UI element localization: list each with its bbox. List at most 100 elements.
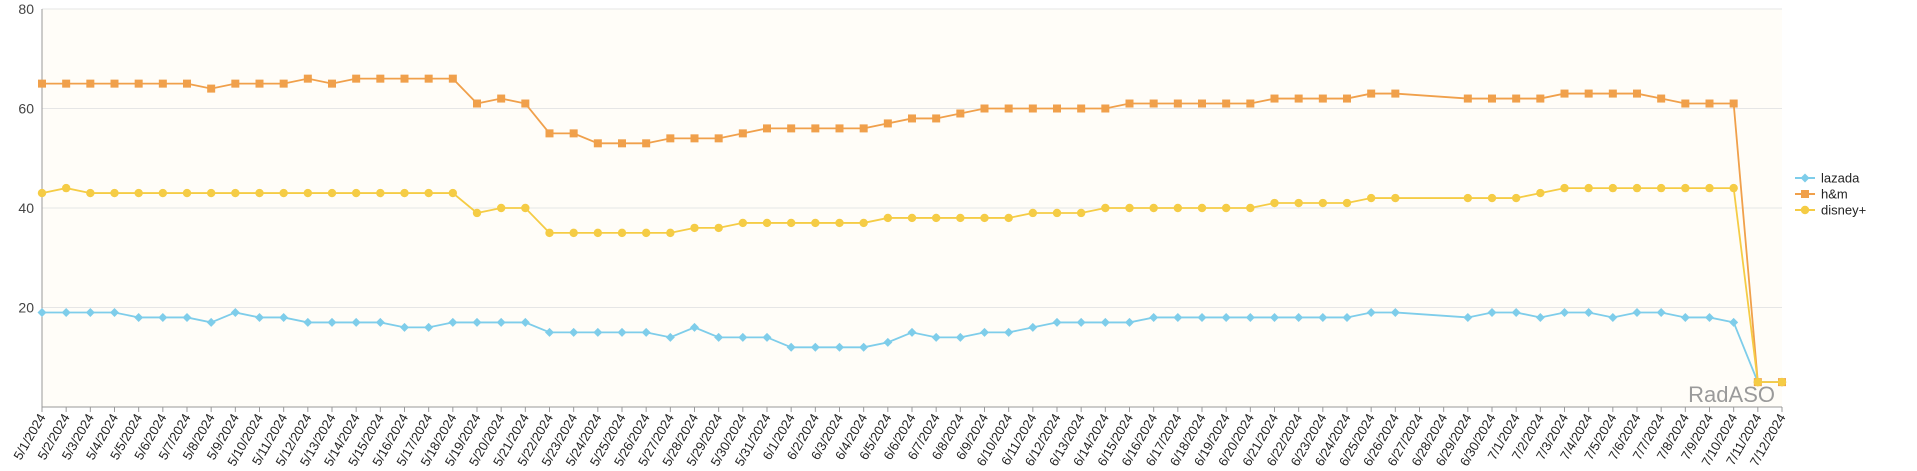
data-point-h-m xyxy=(642,139,651,148)
data-point-disney xyxy=(1366,193,1376,203)
data-point-disney xyxy=(1463,193,1473,203)
data-point-h-m xyxy=(448,74,457,83)
data-point-lazada xyxy=(931,332,941,342)
data-point-h-m xyxy=(110,79,119,88)
data-point-disney xyxy=(1246,203,1255,213)
data-point-h-m xyxy=(1053,104,1061,113)
data-point-h-m xyxy=(328,79,336,88)
legend-swatch-marker xyxy=(1801,190,1809,198)
data-point-lazada xyxy=(569,327,579,337)
data-point-h-m xyxy=(1343,94,1351,103)
data-point-lazada xyxy=(955,332,965,342)
data-point-lazada xyxy=(1125,317,1134,327)
data-point-disney xyxy=(1753,377,1763,387)
data-point-h-m xyxy=(1608,89,1617,98)
data-point-disney xyxy=(714,223,723,233)
data-point-lazada xyxy=(1342,312,1352,322)
data-point-lazada xyxy=(1729,317,1739,327)
data-point-disney xyxy=(1656,183,1666,193)
data-point-lazada xyxy=(835,342,844,352)
data-point-h-m xyxy=(1705,99,1714,108)
data-point-lazada xyxy=(665,332,675,342)
data-point-lazada xyxy=(400,322,409,332)
data-point-h-m xyxy=(1512,94,1521,103)
x-tick-labels: 5/1/20245/2/20245/3/20245/4/20245/5/2024… xyxy=(10,411,1788,469)
data-point-h-m xyxy=(255,79,264,88)
data-point-disney xyxy=(1125,203,1134,213)
data-point-lazada xyxy=(786,342,796,352)
data-point-disney xyxy=(1536,188,1545,198)
data-point-h-m xyxy=(908,114,916,123)
data-point-h-m xyxy=(932,114,941,123)
data-point-h-m xyxy=(738,129,747,138)
data-point-h-m xyxy=(787,124,796,133)
data-point-h-m xyxy=(303,74,312,83)
data-point-lazada xyxy=(1535,312,1545,322)
data-point-disney xyxy=(255,188,264,198)
series-lazada xyxy=(37,307,1787,387)
data-point-lazada xyxy=(617,327,627,337)
data-point-disney xyxy=(641,228,651,238)
data-point-disney xyxy=(400,188,409,198)
data-point-disney xyxy=(883,213,893,223)
data-point-lazada xyxy=(762,332,772,342)
data-point-lazada xyxy=(230,307,240,317)
data-point-h-m xyxy=(207,84,216,93)
data-point-h-m xyxy=(376,74,385,83)
data-point-disney xyxy=(1487,193,1497,203)
legend-label: lazada xyxy=(1821,171,1860,186)
data-point-disney xyxy=(158,188,168,198)
data-point-lazada xyxy=(1560,307,1569,317)
data-point-disney xyxy=(1608,183,1618,193)
data-point-lazada xyxy=(1149,312,1159,322)
data-point-h-m xyxy=(86,79,95,88)
data-point-disney xyxy=(376,188,385,198)
y-tick-label: 40 xyxy=(18,200,34,216)
data-point-disney xyxy=(545,228,554,238)
data-point-disney xyxy=(762,218,772,228)
data-point-disney xyxy=(1729,183,1738,193)
data-point-disney xyxy=(448,188,458,198)
data-point-h-m xyxy=(134,79,143,88)
data-point-h-m xyxy=(1318,94,1327,103)
data-point-lazada xyxy=(690,322,699,332)
data-point-disney xyxy=(1149,203,1158,213)
data-point-h-m xyxy=(1633,89,1641,98)
data-point-lazada xyxy=(1245,312,1255,322)
data-point-disney xyxy=(1511,193,1521,203)
data-point-lazada xyxy=(520,317,530,327)
data-point-h-m xyxy=(593,139,602,148)
data-point-lazada xyxy=(545,327,554,337)
data-point-disney xyxy=(666,228,675,238)
data-point-lazada xyxy=(85,307,95,317)
data-point-lazada xyxy=(738,332,748,342)
data-point-lazada xyxy=(424,322,434,332)
data-point-disney xyxy=(472,208,482,218)
data-point-disney xyxy=(496,203,506,213)
data-point-lazada xyxy=(1100,317,1110,327)
data-point-lazada xyxy=(1076,317,1086,327)
data-point-h-m xyxy=(714,134,723,143)
data-point-lazada xyxy=(1487,307,1497,317)
data-point-lazada xyxy=(110,307,119,317)
data-point-h-m xyxy=(473,99,481,108)
legend-label: disney+ xyxy=(1821,203,1866,218)
data-point-disney xyxy=(1221,203,1231,213)
data-point-lazada xyxy=(472,317,482,327)
watermark-text: RadASO xyxy=(1688,382,1775,407)
data-point-h-m xyxy=(1584,89,1593,98)
gridlines xyxy=(42,8,1782,407)
data-point-disney xyxy=(907,213,917,223)
data-point-disney xyxy=(1004,213,1013,223)
data-point-lazada xyxy=(134,312,144,322)
data-point-disney xyxy=(1173,203,1183,213)
series-layer xyxy=(37,74,1787,387)
data-point-disney xyxy=(786,218,796,228)
data-point-lazada xyxy=(1173,312,1183,322)
data-point-h-m xyxy=(1463,94,1472,103)
data-point-disney xyxy=(1777,377,1787,387)
data-point-disney xyxy=(738,218,748,228)
data-point-disney xyxy=(61,183,71,193)
data-point-h-m xyxy=(231,79,240,88)
